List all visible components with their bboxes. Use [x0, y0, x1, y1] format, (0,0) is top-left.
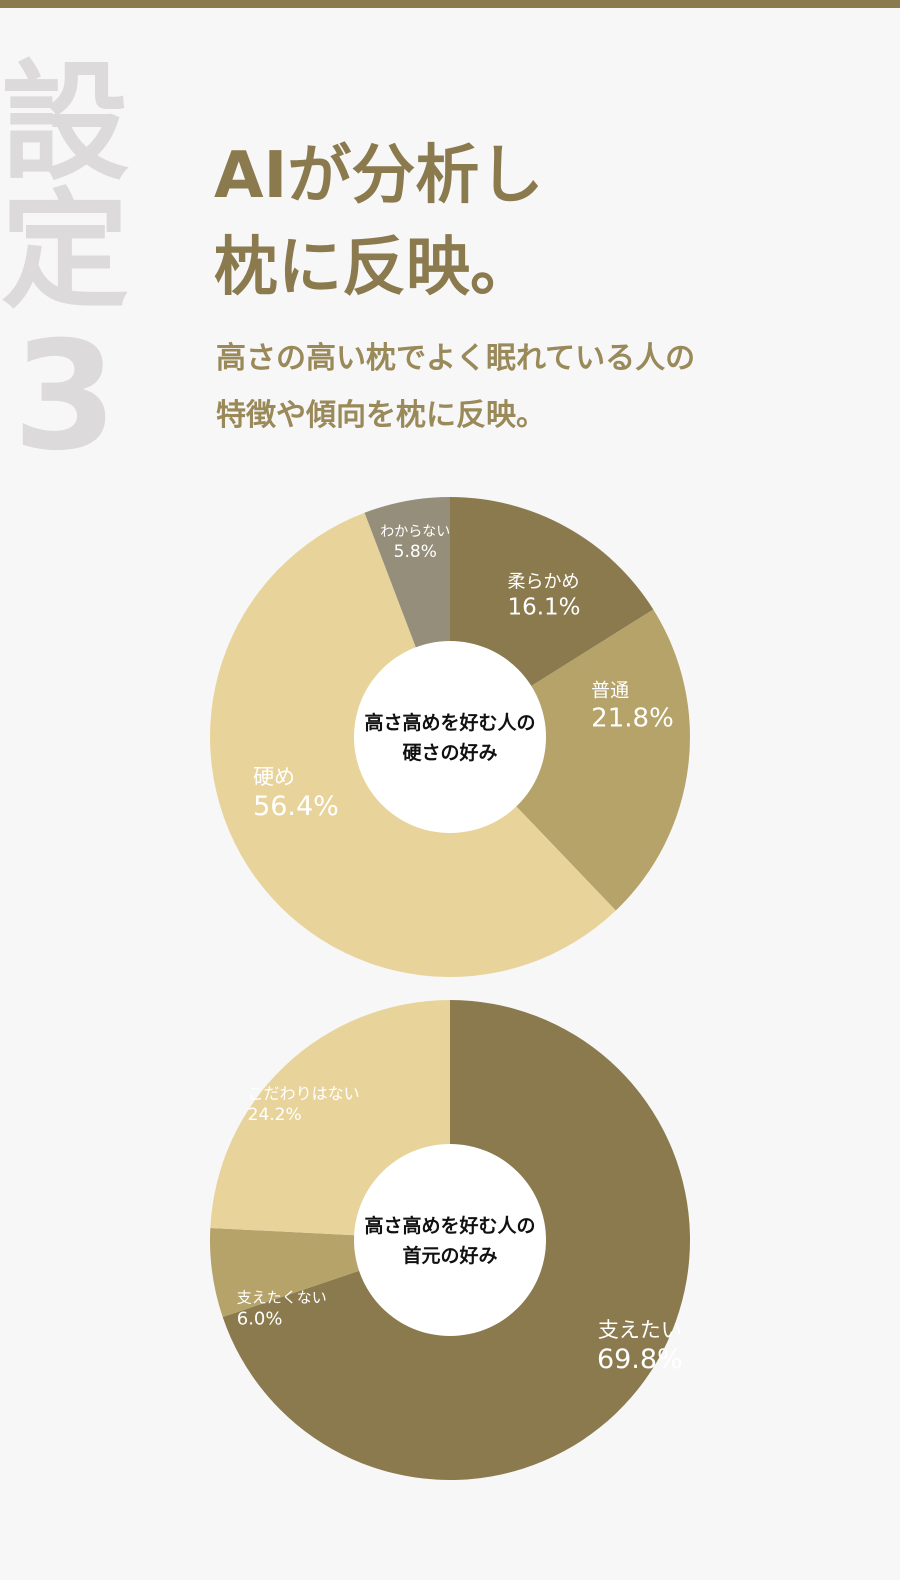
- slice-value-label: 16.1%: [507, 594, 580, 620]
- step-label-char-1: 設: [0, 49, 129, 198]
- slice-label: 支えたい: [598, 1318, 682, 1342]
- pie-slice: [450, 609, 690, 911]
- slice-label: 硬め: [253, 765, 295, 789]
- slice-value-label: 69.8%: [597, 1344, 683, 1375]
- step-label: 設 定 3: [0, 49, 129, 484]
- slice-label: 柔らかめ: [507, 571, 579, 592]
- slice-value-label: 6.0%: [237, 1309, 283, 1330]
- page-subtitle: 高さの高い枕でよく眠れている人の 特徴や傾向を枕に反映。: [216, 330, 876, 444]
- subtitle-line-2: 特徴や傾向を枕に反映。: [216, 398, 546, 433]
- chart-center-title: 首元の好み: [402, 1244, 497, 1267]
- slice-label: こだわりはない: [248, 1084, 360, 1103]
- chart-center-title: 高さ高めを好む人の: [364, 1214, 535, 1237]
- chart-center-title: 高さ高めを好む人の: [364, 711, 535, 734]
- donut-center: [354, 641, 546, 833]
- title-line-2: 枕に反映。: [214, 231, 534, 305]
- slice-label: 普通: [591, 680, 629, 702]
- slice-value-label: 56.4%: [253, 791, 339, 822]
- step-number: 3: [12, 310, 117, 484]
- slice-value-label: 21.8%: [591, 704, 674, 734]
- page-title: AIが分析し 枕に反映。: [214, 130, 874, 314]
- top-accent-bar: [0, 0, 900, 8]
- slice-value-label: 24.2%: [248, 1105, 302, 1125]
- slice-value-label: 5.8%: [394, 542, 437, 562]
- slice-label: 支えたくない: [237, 1289, 327, 1307]
- title-line-1: AIが分析し: [214, 139, 544, 213]
- step-label-char-2: 定: [0, 177, 129, 326]
- subtitle-line-1: 高さの高い枕でよく眠れている人の: [216, 341, 696, 376]
- chart-center-title: 硬さの好み: [402, 741, 497, 764]
- slice-label: わからない: [380, 524, 450, 540]
- donut-center: [354, 1144, 546, 1336]
